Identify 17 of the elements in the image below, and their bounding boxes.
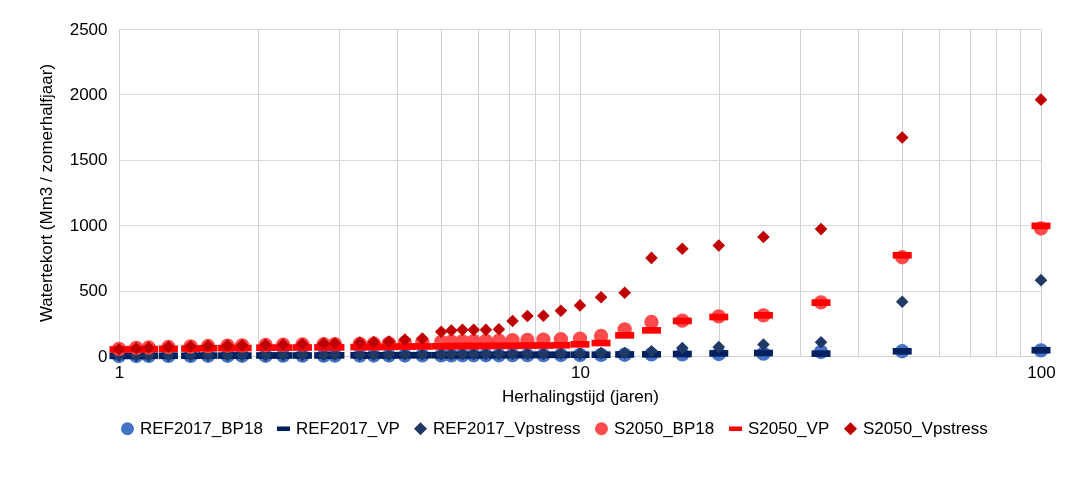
legend-label: REF2017_BP18 xyxy=(140,418,263,438)
y-axis-title: Watertekort (Mm3 / zomerhalfjaar) xyxy=(36,63,56,323)
legend-label: S2050_Vpstress xyxy=(863,418,988,438)
x-tick-label: 100 xyxy=(1027,362,1056,382)
x-axis-title: Herhalingstijd (jaren) xyxy=(502,386,659,406)
y-tick-label: 500 xyxy=(79,281,108,301)
y-tick-label: 2000 xyxy=(69,84,108,104)
x-tick-label: 1 xyxy=(114,362,125,382)
y-tick-label: 0 xyxy=(98,346,108,366)
legend-label: S2050_BP18 xyxy=(614,418,715,438)
legend-label: REF2017_VP xyxy=(296,418,400,438)
legend-label: REF2017_Vpstress xyxy=(433,418,581,438)
legend-label: S2050_VP xyxy=(748,418,830,438)
y-tick-label: 1000 xyxy=(69,215,108,235)
x-tick-label: 10 xyxy=(571,362,590,382)
y-tick-label: 2500 xyxy=(69,19,108,39)
y-tick-label: 1500 xyxy=(69,150,108,170)
